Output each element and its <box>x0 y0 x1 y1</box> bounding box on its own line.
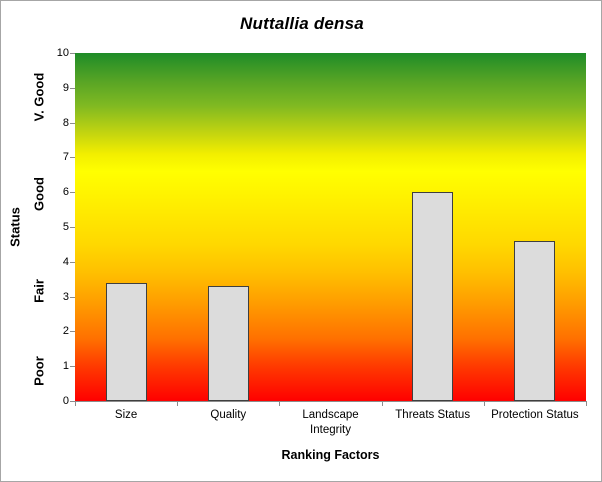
chart-title: Nuttallia densa <box>240 14 364 33</box>
y-axis-title: Status <box>7 207 23 247</box>
y-tick-mark <box>70 157 75 158</box>
y-tick-label: 2 <box>62 325 69 338</box>
x-axis-line <box>75 401 587 402</box>
y-tick-label: 8 <box>62 116 69 129</box>
x-tick-mark <box>586 401 587 406</box>
y-tick-mark <box>70 88 75 89</box>
x-tick-mark <box>484 401 485 406</box>
x-tick-label-threats-status: Threats Status <box>395 409 471 421</box>
x-tick-label-landscape-integrity: Landscape Integrity <box>302 409 359 436</box>
x-tick-label-quality: Quality <box>210 409 247 421</box>
y-tick-mark <box>70 123 75 124</box>
y-tick-mark <box>70 53 75 54</box>
y-tick-mark <box>70 297 75 298</box>
y-tick-label: 0 <box>62 395 69 407</box>
x-tick-mark <box>75 401 76 406</box>
y-tick-label: 4 <box>62 255 69 268</box>
y-tick-label: 9 <box>62 81 69 94</box>
x-tick-mark <box>177 401 178 406</box>
x-tick-label-protection-status: Protection Status <box>491 409 579 421</box>
y-tick-label: 10 <box>56 47 69 59</box>
y-tick-mark <box>70 331 75 332</box>
x-tick-mark <box>382 401 383 406</box>
bar-size <box>105 282 147 401</box>
x-axis-title: Ranking Factors <box>281 448 380 462</box>
status-band-label-poor: Poor <box>31 356 47 387</box>
bar-quality <box>207 286 249 401</box>
y-tick-label: 3 <box>62 290 69 303</box>
y-tick-mark <box>70 192 75 193</box>
bar-threats-status <box>412 192 454 401</box>
y-tick-label: 7 <box>62 151 69 164</box>
x-tick-mark <box>279 401 280 406</box>
y-tick-label: 6 <box>62 186 69 199</box>
y-tick-mark <box>70 262 75 263</box>
status-band-label-good: Good <box>31 176 47 211</box>
status-band-label-fair: Fair <box>31 279 47 304</box>
y-tick-label: 1 <box>62 360 69 373</box>
y-tick-mark <box>70 401 75 402</box>
y-tick-mark <box>70 366 75 367</box>
bar-protection-status <box>514 240 556 401</box>
y-tick-mark <box>70 227 75 228</box>
plot-area <box>75 53 586 401</box>
y-tick-label: 5 <box>62 221 69 233</box>
x-tick-label-size: Size <box>114 409 138 421</box>
status-band-label-v-good: V. Good <box>31 72 47 121</box>
